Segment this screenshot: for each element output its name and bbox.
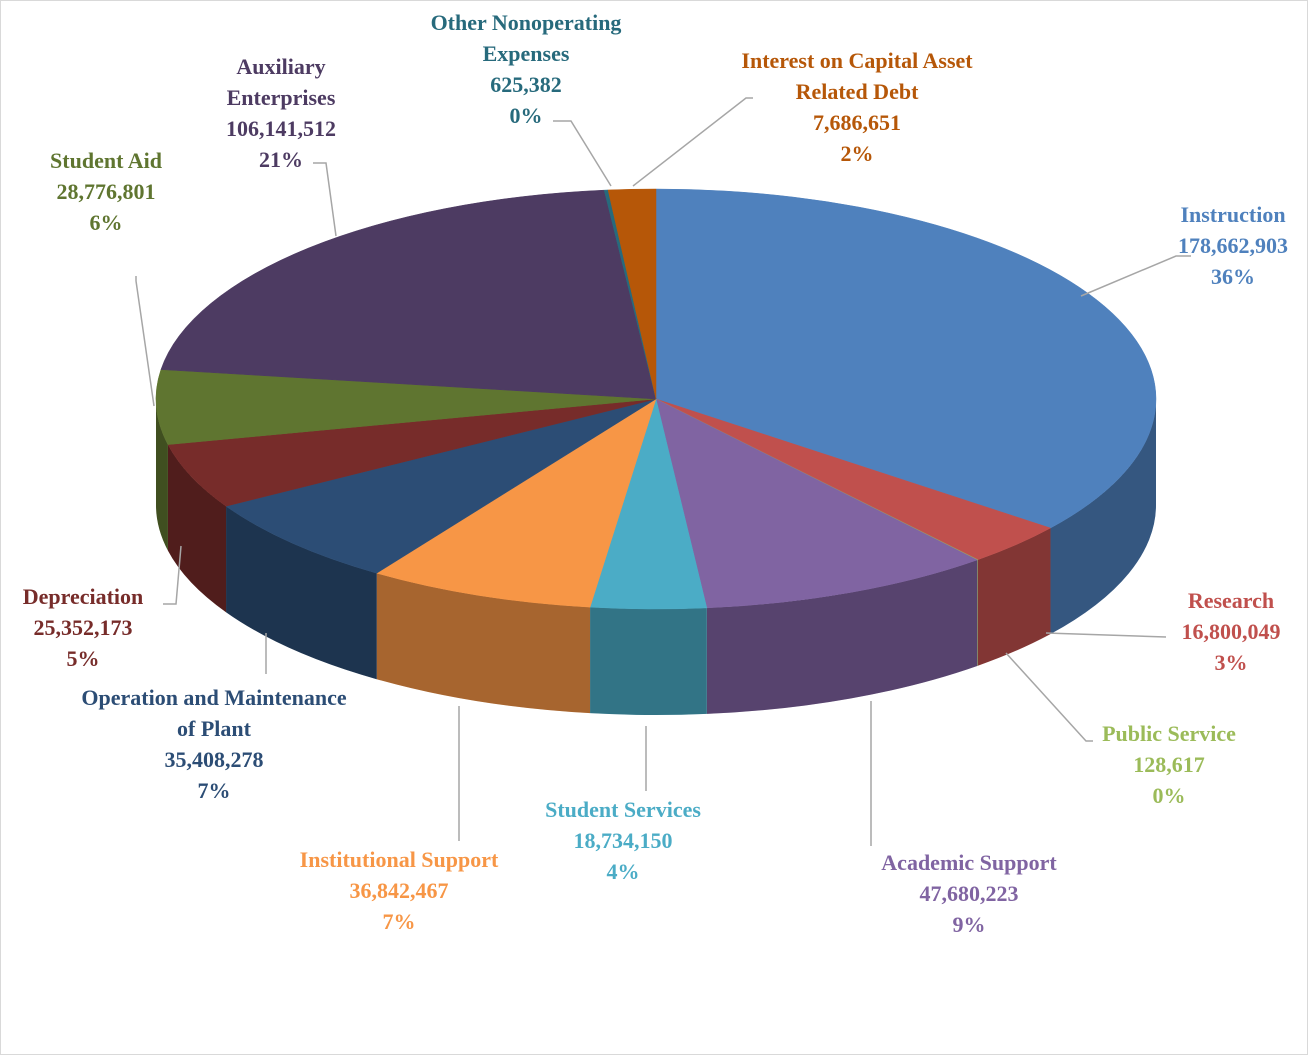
- slice-side: [376, 573, 591, 714]
- label-category: Student Aid: [50, 148, 162, 173]
- label-percent: 2%: [840, 141, 874, 166]
- data-label: Other Nonoperating Expenses 625,382 0%: [401, 7, 651, 131]
- label-category: Research: [1187, 588, 1275, 613]
- leader-line: [632, 97, 753, 187]
- slice: [225, 398, 657, 574]
- leader-line: [313, 162, 337, 237]
- label-value: 18,734,150: [573, 828, 673, 853]
- label-percent: 7%: [197, 778, 231, 803]
- slice-side: [977, 559, 978, 666]
- label-category: Public Service: [1102, 721, 1236, 746]
- label-value: 178,662,903: [1178, 233, 1288, 258]
- label-percent: 9%: [952, 912, 986, 937]
- slice-side: [226, 506, 377, 680]
- label-value: 35,408,278: [164, 747, 264, 772]
- label-value: 47,680,223: [919, 881, 1019, 906]
- leader-line: [135, 276, 155, 407]
- label-percent: 6%: [89, 210, 123, 235]
- data-label: Public Service 128,617 0%: [1074, 718, 1264, 811]
- label-value: 625,382: [490, 72, 562, 97]
- label-percent: 36%: [1211, 264, 1255, 289]
- leader-line: [1005, 652, 1093, 742]
- label-percent: 5%: [66, 646, 100, 671]
- leader-line: [1045, 632, 1167, 638]
- data-label: Auxiliary Enterprises 106,141,512 21%: [211, 51, 351, 175]
- slice-side: [590, 607, 707, 715]
- data-label: Student Aid 28,776,801 6%: [46, 145, 166, 238]
- slice: [607, 188, 657, 400]
- label-value: 106,141,512: [226, 116, 336, 141]
- slice: [167, 398, 657, 507]
- side-shade: [226, 506, 377, 680]
- label-value: 36,842,467: [349, 878, 449, 903]
- label-category: Institutional Support: [299, 847, 499, 872]
- data-label: Research 16,800,049 3%: [1146, 585, 1307, 678]
- label-category: Other Nonoperating Expenses: [430, 10, 622, 66]
- side-shade: [156, 399, 168, 551]
- slice-side: [1050, 399, 1156, 635]
- data-label: Operation and Maintenance of Plant 35,408…: [79, 682, 349, 806]
- label-percent: 0%: [509, 103, 543, 128]
- label-value: 16,800,049: [1181, 619, 1281, 644]
- leader-line: [163, 545, 182, 605]
- label-category: Student Services: [545, 797, 701, 822]
- label-category: Interest on Capital Asset Related Debt: [741, 48, 973, 104]
- slice: [155, 369, 657, 445]
- side-shade: [167, 444, 227, 613]
- side-shade: [977, 528, 1051, 666]
- label-category: Depreciation: [22, 584, 144, 609]
- slice: [655, 398, 978, 609]
- data-label: Institutional Support 36,842,467 7%: [269, 844, 529, 937]
- side-shade: [706, 559, 978, 714]
- label-value: 25,352,173: [33, 615, 133, 640]
- data-label: Depreciation 25,352,173 5%: [3, 581, 163, 674]
- label-percent: 21%: [259, 147, 303, 172]
- slice: [160, 189, 657, 400]
- label-category: Academic Support: [881, 850, 1057, 875]
- data-label: Instruction 178,662,903 36%: [1148, 199, 1307, 292]
- slice-side: [156, 399, 168, 551]
- label-category: Operation and Maintenance of Plant: [81, 685, 347, 741]
- slice-side: [706, 559, 978, 714]
- label-value: 7,686,651: [813, 110, 901, 135]
- label-category: Instruction: [1180, 202, 1286, 227]
- data-label: Interest on Capital Asset Related Debt 7,…: [737, 45, 977, 169]
- data-label: Student Services 18,734,150 4%: [513, 794, 733, 887]
- slice-side: [977, 528, 1051, 666]
- label-percent: 3%: [1214, 650, 1248, 675]
- leader-line: [553, 120, 612, 187]
- data-label: Academic Support 47,680,223 9%: [849, 847, 1089, 940]
- label-category: Auxiliary Enterprises: [226, 54, 336, 110]
- side-shade: [590, 607, 707, 715]
- side-shade: [977, 559, 978, 666]
- slice: [376, 398, 657, 608]
- label-percent: 4%: [606, 859, 640, 884]
- leader-line: [1080, 255, 1191, 297]
- side-shade: [1050, 399, 1156, 635]
- slice-side: [167, 444, 227, 613]
- side-shade: [376, 573, 591, 714]
- label-value: 28,776,801: [56, 179, 156, 204]
- label-percent: 0%: [1152, 783, 1186, 808]
- slice: [655, 188, 1157, 529]
- label-percent: 7%: [382, 909, 416, 934]
- label-value: 128,617: [1133, 752, 1205, 777]
